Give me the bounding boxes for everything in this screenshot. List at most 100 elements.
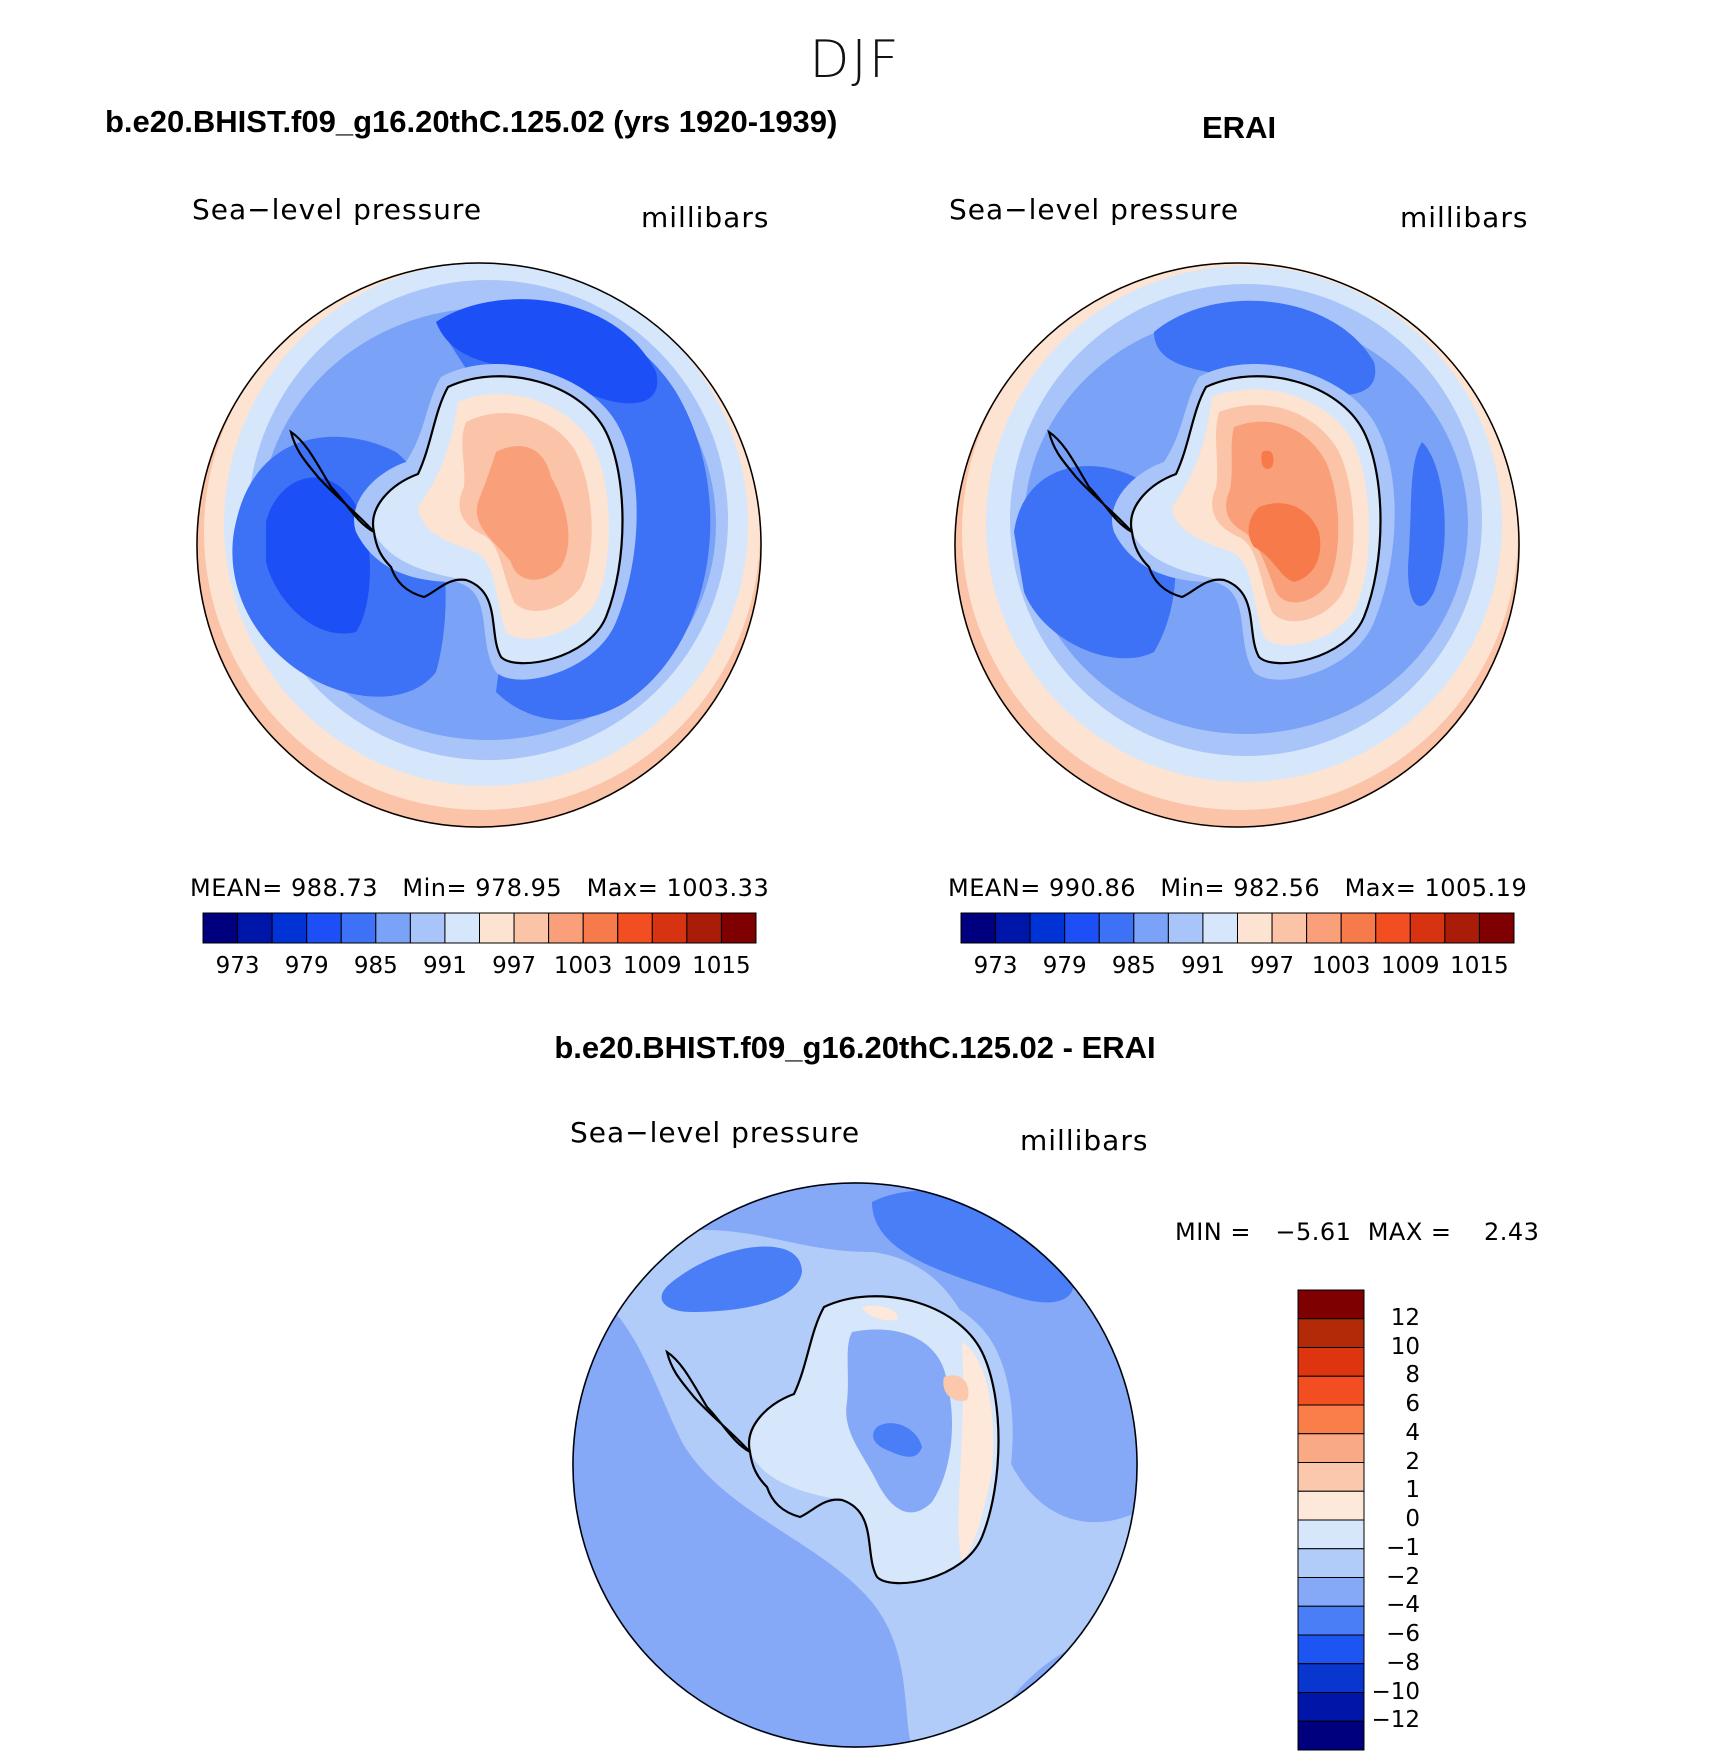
obs-plateau-3 [1248,503,1321,582]
diff-interior-low [846,1329,952,1513]
colorbar-swatch [1098,912,1135,944]
colorbar-swatch [1237,912,1273,944]
model-plateau-2 [476,446,569,580]
colorbar-swatch [444,912,480,944]
model-units-label: millibars [641,201,770,234]
colorbar-swatch [375,912,411,944]
obs-colorbar-ticks: 973 979 985 991 997 1003 1009 1015 [961,953,1514,983]
model-colorbar [202,912,757,944]
colorbar-swatch [1306,912,1342,944]
model-min-value: 978.95 [475,874,563,902]
obs-plateau-peak [1261,450,1274,469]
colorbar-tick-label: −8 [1386,1649,1420,1676]
obs-units-label: millibars [1400,201,1529,234]
colorbar-swatch [1297,1375,1365,1406]
colorbar-swatch [1297,1663,1365,1693]
colorbar-swatch [1409,912,1446,944]
colorbar-tick-label: 1015 [1450,953,1509,979]
colorbar-tick-label: −12 [1371,1707,1420,1734]
colorbar-swatch [1297,1490,1365,1521]
figure-title: DJF [809,30,901,90]
colorbar-tick-label: 991 [422,953,467,979]
colorbar-swatch [340,912,377,944]
colorbar-swatch [1202,912,1238,944]
model-case-title: b.e20.BHIST.f09_g16.20thC.125.02 (yrs 19… [105,104,838,139]
colorbar-tick-label: 0 [1405,1506,1420,1532]
colorbar-tick-label: 1009 [623,953,682,979]
diff-polar-map [572,1182,1138,1748]
diff-case-title: b.e20.BHIST.f09_g16.20thC.125.02 - ERAI [554,1030,1156,1065]
model-variable-label: Sea−level pressure [192,193,483,226]
diff-interior-min [873,1423,922,1457]
colorbar-tick-label: 985 [353,953,398,979]
diff-units-label: millibars [1020,1124,1149,1157]
colorbar-tick-label: −1 [1386,1534,1420,1561]
colorbar-swatch [548,912,584,944]
colorbar-tick-label: −10 [1371,1678,1420,1705]
colorbar-swatch [720,912,757,944]
obs-stats: MEAN= 990.86 Min= 982.56 Max= 1005.19 [948,874,1528,902]
colorbar-tick-label: −2 [1386,1563,1420,1590]
model-polar-map [196,262,762,828]
diff-coastline [665,1295,1000,1585]
colorbar-tick-label: 6 [1405,1391,1420,1417]
colorbar-swatch [617,912,653,944]
colorbar-swatch [1167,912,1204,944]
colorbar-swatch [995,912,1031,944]
colorbar-swatch [1444,912,1480,944]
model-low-sw [266,477,370,634]
colorbar-swatch [479,912,515,944]
obs-low-east [1408,442,1445,607]
diff-colorbar-ticks: 12 10 8 6 4 2 1 0 −1 −2 −4 −6 −8 −10 −12 [1370,1290,1470,1750]
diff-variable-label: Sea−level pressure [570,1116,861,1149]
colorbar-tick-label: −6 [1386,1621,1420,1647]
obs-max-value: 1005.19 [1424,874,1528,902]
colorbar-swatch [960,912,997,944]
colorbar-swatch [651,912,688,944]
obs-colorbar [960,912,1515,944]
obs-case-title: ERAI [1202,110,1277,145]
colorbar-swatch [686,912,722,944]
colorbar-tick-label: 1009 [1381,953,1440,979]
model-coastline [289,375,624,665]
colorbar-swatch [1375,912,1411,944]
colorbar-swatch [1297,1577,1365,1607]
obs-coastline [1047,375,1382,665]
colorbar-tick-label: 8 [1405,1362,1420,1389]
diff-low-nw [661,1246,802,1312]
colorbar-swatch [1297,1634,1365,1665]
obs-polar-map [954,262,1520,828]
colorbar-tick-label: 997 [1250,953,1295,979]
colorbar-swatch [271,912,308,944]
colorbar-tick-label: 973 [973,953,1018,979]
model-stats: MEAN= 988.73 Min= 978.95 Max= 1003.33 [190,874,770,902]
colorbar-swatch [1271,912,1308,944]
model-mean-value: 988.73 [291,874,378,902]
colorbar-tick-label: 979 [284,953,329,979]
colorbar-swatch [1297,1347,1365,1377]
colorbar-tick-label: 985 [1111,953,1156,979]
diff-positive-north [862,1305,898,1321]
colorbar-swatch [1297,1519,1365,1550]
colorbar-tick-label: 1003 [553,953,613,979]
colorbar-swatch [1297,1289,1365,1320]
colorbar-swatch [1340,912,1377,944]
colorbar-tick-label: 1003 [1311,953,1371,979]
colorbar-swatch [1297,1548,1365,1578]
obs-variable-label: Sea−level pressure [949,193,1240,226]
colorbar-swatch [1297,1692,1365,1722]
model-colorbar-ticks: 973 979 985 991 997 1003 1009 1015 [203,953,756,983]
colorbar-swatch [1029,912,1066,944]
colorbar-tick-label: 991 [1180,953,1225,979]
colorbar-tick-label: 997 [492,953,537,979]
diff-stats: MIN = −5.61 MAX = 2.43 [1175,1218,1540,1246]
colorbar-swatch [237,912,273,944]
obs-mean-value: 990.86 [1049,874,1136,902]
colorbar-swatch [306,912,342,944]
diff-positive-max [943,1375,969,1401]
colorbar-tick-label: 1015 [692,953,751,979]
colorbar-tick-label: 1 [1405,1477,1420,1504]
diff-colorbar [1297,1289,1365,1751]
colorbar-swatch [1297,1720,1365,1751]
colorbar-swatch [409,912,446,944]
